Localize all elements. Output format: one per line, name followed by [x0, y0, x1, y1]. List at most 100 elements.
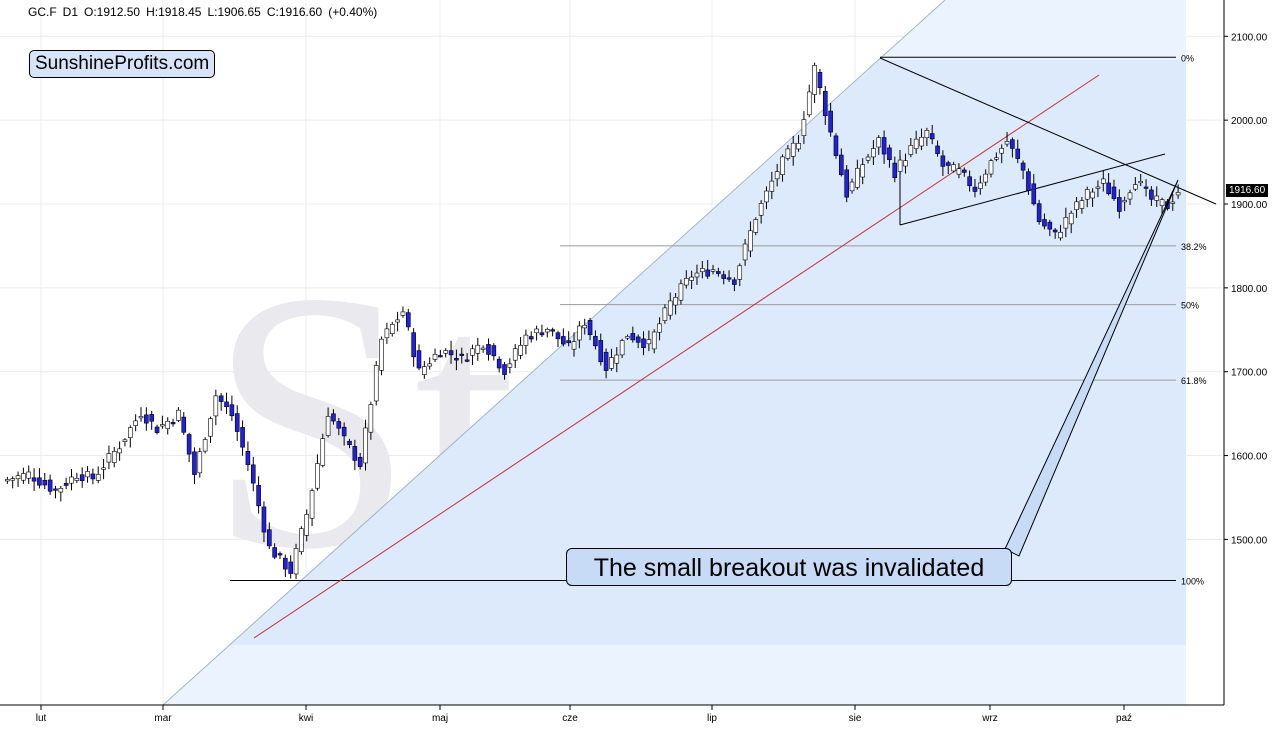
candle	[855, 159, 860, 190]
candle	[304, 509, 310, 542]
candle-body	[149, 414, 154, 422]
candle-body	[475, 344, 481, 354]
candle-body	[384, 328, 390, 339]
candle-body	[400, 311, 406, 316]
time-tick-label-3: maj	[432, 713, 448, 724]
candle	[726, 270, 732, 282]
candle	[256, 476, 261, 514]
candle	[780, 154, 785, 182]
fib-label-1: 38.2%	[1181, 242, 1207, 252]
candle-body	[956, 168, 962, 175]
price-tick-label-5: 2000.00	[1231, 116, 1268, 127]
candle-body	[683, 278, 689, 286]
candle	[63, 477, 69, 490]
candle-body	[438, 355, 443, 358]
candle-body	[550, 329, 555, 332]
candle	[566, 331, 571, 347]
candle-body	[63, 483, 69, 486]
candle-body	[202, 439, 208, 452]
candle-body	[186, 434, 192, 455]
time-tick-label-7: wrz	[981, 713, 998, 724]
candle	[5, 476, 10, 484]
time-tick-label-4: cze	[562, 713, 578, 724]
candle-body	[1170, 201, 1176, 204]
candle	[496, 356, 502, 373]
annotation-callout: The small breakout was invalidated	[566, 548, 1012, 586]
candle-body	[325, 416, 331, 436]
candle	[651, 329, 657, 354]
candle	[160, 415, 165, 429]
time-tick-label-0: lut	[36, 713, 47, 724]
candle	[796, 134, 801, 152]
candle	[240, 420, 245, 456]
candle	[646, 330, 652, 352]
candle	[1122, 196, 1127, 212]
candle	[384, 322, 390, 344]
candle-body	[240, 427, 245, 448]
candle	[10, 476, 15, 489]
candle-body	[534, 328, 539, 334]
candle-body	[320, 438, 326, 466]
candle-body	[128, 427, 133, 438]
candle	[85, 466, 90, 483]
candle	[138, 407, 144, 422]
candle	[1095, 180, 1101, 198]
candle-body	[1042, 219, 1047, 227]
candle	[218, 393, 224, 411]
symbol: GC.F	[28, 5, 57, 19]
candle-body	[26, 471, 32, 479]
high-value: H:1918.45	[146, 5, 202, 19]
candle	[293, 543, 299, 580]
candle-body	[304, 514, 310, 536]
ohlc-header: GC.F D1 O:1912.50 H:1918.45 L:1906.65 C:1916.…	[28, 5, 383, 19]
candle-body	[988, 160, 994, 175]
candle-body	[507, 363, 513, 368]
candle	[389, 321, 395, 337]
candle	[769, 171, 775, 200]
candle-body	[753, 219, 759, 233]
candle	[1133, 177, 1138, 191]
candle-body	[667, 300, 673, 316]
candle-body	[277, 553, 283, 556]
candle	[1111, 179, 1117, 201]
candle	[839, 148, 844, 177]
candle-body	[1036, 203, 1042, 223]
candle	[283, 554, 288, 577]
candle	[1154, 186, 1160, 207]
candle	[1015, 139, 1021, 164]
candle	[908, 137, 914, 158]
candle	[561, 328, 566, 347]
candle	[234, 405, 240, 441]
candle	[69, 468, 74, 491]
candle-body	[839, 154, 844, 176]
candle-body	[726, 277, 732, 280]
candle	[1068, 210, 1074, 234]
candle	[625, 334, 630, 341]
candle-body	[764, 190, 769, 203]
candle	[844, 165, 849, 203]
candle	[598, 333, 604, 366]
candle-body	[860, 164, 866, 178]
candle	[919, 128, 924, 151]
candle	[705, 259, 710, 279]
candle-body	[512, 348, 518, 361]
last-price-tag: 1916.60	[1226, 184, 1269, 197]
candle	[1036, 199, 1042, 225]
candle	[534, 325, 539, 341]
candle-body	[79, 474, 85, 482]
candle-body	[160, 424, 165, 427]
candle-body	[796, 143, 801, 150]
candle-body	[138, 416, 144, 419]
candle	[935, 140, 940, 157]
candle	[630, 326, 636, 343]
candle-body	[69, 476, 74, 484]
candle-body	[785, 148, 791, 159]
candle	[1100, 170, 1106, 192]
candle-body	[213, 395, 219, 417]
candle	[913, 130, 919, 154]
candle	[972, 179, 978, 198]
candle-body	[341, 426, 347, 437]
candle	[192, 447, 197, 485]
candle	[181, 412, 187, 435]
candle	[37, 468, 42, 489]
